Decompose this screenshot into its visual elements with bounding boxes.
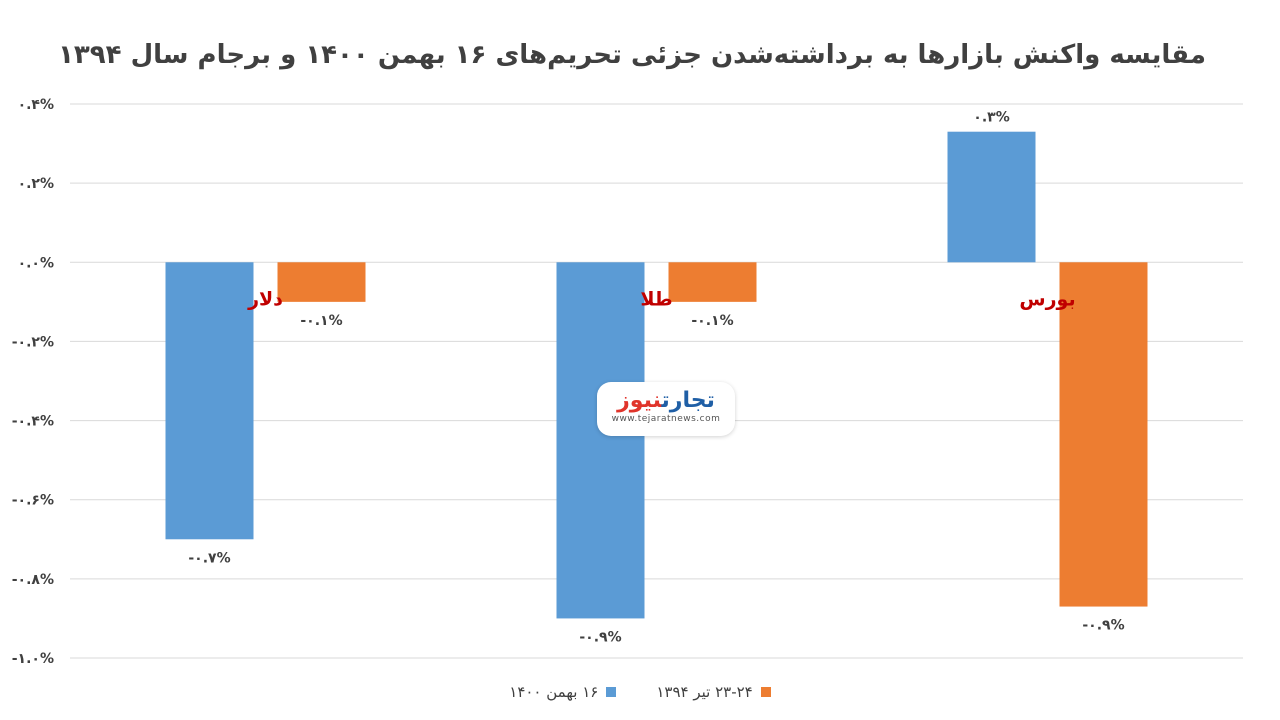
legend-item-series-1: ۱۶ بهمن ۱۴۰۰ — [509, 683, 617, 701]
category-label: بورس — [1019, 288, 1075, 310]
bar — [1059, 262, 1148, 607]
bar — [556, 262, 645, 619]
category-label: طلا — [640, 288, 672, 310]
data-label: ۰.۳% — [973, 110, 1009, 126]
y-tick-label: ۰.۲% — [18, 176, 54, 192]
category-label: دلار — [247, 288, 283, 310]
data-label: -۰.۹% — [579, 629, 621, 645]
legend-swatch — [606, 687, 617, 697]
legend-label: ۱۶ بهمن ۱۴۰۰ — [509, 683, 599, 701]
legend-item-series-2: ۲۳-۲۴ تیر ۱۳۹۴ — [656, 683, 771, 701]
data-label: -۰.۷% — [188, 550, 230, 566]
legend-swatch — [760, 687, 771, 697]
bar — [668, 262, 757, 302]
brand-url: www.tejaratnews.com — [611, 414, 721, 424]
data-label: -۰.۱% — [300, 313, 342, 329]
y-tick-label: ۰.۰% — [18, 255, 54, 271]
bar — [277, 262, 366, 302]
y-tick-label: -۱.۰% — [12, 651, 54, 667]
bar — [947, 131, 1036, 263]
brand-part-b: نیوز — [617, 388, 662, 413]
y-tick-label: -۰.۸% — [12, 572, 54, 588]
chart-title: مقایسه واکنش بازارها به برداشته‌شدن جزئی… — [58, 40, 1206, 70]
y-tick-label: -۰.۲% — [12, 334, 54, 350]
watermark-logo: تجارتنیوز www.tejaratnews.com — [597, 382, 735, 436]
legend: ۱۶ بهمن ۱۴۰۰ ۲۳-۲۴ تیر ۱۳۹۴ — [0, 683, 1280, 701]
bar — [165, 262, 254, 540]
data-label: -۰.۹% — [1082, 618, 1124, 634]
brand-part-a: تجارت — [661, 388, 715, 413]
y-tick-label: -۰.۶% — [12, 493, 54, 509]
y-tick-label: -۰.۴% — [12, 414, 54, 430]
y-tick-label: ۰.۴% — [18, 97, 54, 113]
data-label: -۰.۱% — [691, 313, 733, 329]
legend-label: ۲۳-۲۴ تیر ۱۳۹۴ — [656, 683, 753, 701]
